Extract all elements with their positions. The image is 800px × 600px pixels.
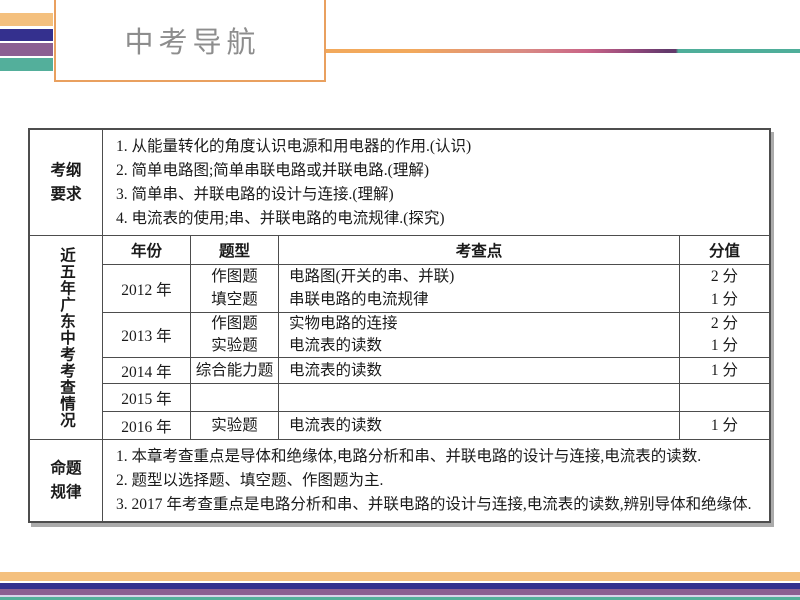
score-cell: 2 分 1 分 [680, 313, 769, 357]
type-line: 实验题 [211, 416, 258, 434]
section-header-line: 命题 [50, 459, 82, 477]
section-header-line: 规律 [50, 483, 82, 501]
year-cell: 2016 年 [103, 412, 191, 439]
requirement-item: 3. 简单串、并联电路的设计与连接.(理解) [116, 185, 394, 203]
score-cell [680, 384, 769, 411]
section-header-line: 要求 [50, 185, 82, 203]
column-header-points: 考查点 [279, 236, 680, 264]
score-line: 1 分 [710, 337, 739, 354]
score-line: 1 分 [710, 361, 739, 379]
top-bar-teal [0, 58, 53, 71]
score-cell: 2 分 1 分 [680, 265, 769, 312]
section-syllabus-requirements: 考纲 要求 1. 从能量转化的角度认识电源和用电器的作用.(认识) 2. 简单电… [30, 130, 769, 236]
top-bar-purple [0, 43, 53, 56]
type-cell: 综合能力题 [191, 358, 279, 383]
rule-item: 1. 本章考查重点是导体和绝缘体,电路分析和串、并联电路的设计与连接,电流表的读… [116, 447, 702, 465]
year-cell: 2013 年 [103, 313, 191, 357]
points-cell: 电流表的读数 [279, 412, 680, 439]
requirement-item: 1. 从能量转化的角度认识电源和用电器的作用.(认识) [116, 137, 472, 155]
type-line: 作图题 [211, 267, 258, 285]
section-header-line: 考纲 [50, 161, 82, 179]
table-row-2012: 2012 年 作图题 填空题 电路图(开关的串、并联) 串联电路的电流规律 2 … [103, 265, 769, 313]
type-line: 填空题 [211, 291, 258, 309]
points-cell [279, 384, 680, 411]
type-line: 综合能力题 [195, 361, 274, 379]
bottom-bar-indigo [0, 583, 800, 589]
section-exam-history: 近五年广东中考考查情况 年份 题型 考查点 分值 2012 年 作图题 填空题 … [30, 236, 769, 440]
section-body: 1. 从能量转化的角度认识电源和用电器的作用.(认识) 2. 简单电路图;简单串… [103, 130, 769, 235]
type-cell: 实验题 [191, 412, 279, 439]
year-cell: 2014 年 [103, 358, 191, 383]
score-line: 1 分 [710, 291, 739, 309]
section-question-rules: 命题 规律 1. 本章考查重点是导体和绝缘体,电路分析和串、并联电路的设计与连接… [30, 440, 769, 521]
vertical-header-text: 近五年广东中考考查情况 [58, 246, 75, 429]
page-title: 中考导航 [124, 26, 261, 59]
requirement-item: 2. 简单电路图;简单串联电路或并联电路.(理解) [116, 161, 430, 179]
points-cell: 实物电路的连接 电流表的读数 [279, 313, 680, 357]
bottom-bar-orange [0, 572, 800, 581]
year-cell: 2012 年 [103, 265, 191, 312]
points-line: 串联电路的电流规律 [289, 291, 429, 309]
top-bar-indigo [0, 29, 53, 41]
requirement-item: 4. 电流表的使用;串、并联电路的电流规律.(探究) [116, 209, 445, 227]
score-cell: 1 分 [680, 412, 769, 439]
exam-overview-table: 考纲 要求 1. 从能量转化的角度认识电源和用电器的作用.(认识) 2. 简单电… [28, 128, 771, 523]
years-table: 年份 题型 考查点 分值 2012 年 作图题 填空题 电路图(开关的串、并联)… [103, 236, 769, 439]
points-line: 电流表的读数 [289, 416, 383, 434]
table-row-2013: 2013 年 作图题 实验题 实物电路的连接 电流表的读数 2 分 1 分 [103, 313, 769, 358]
type-line: 实验题 [211, 337, 258, 354]
table-row-2014: 2014 年 综合能力题 电流表的读数 1 分 [103, 358, 769, 384]
type-cell [191, 384, 279, 411]
points-cell: 电流表的读数 [279, 358, 680, 383]
rule-item: 3. 2017 年考查重点是电路分析和串、并联电路的设计与连接,电流表的读数,辨… [116, 495, 752, 513]
column-header-score: 分值 [708, 243, 740, 260]
column-header-type: 题型 [191, 236, 279, 264]
bottom-bar-teal [0, 597, 800, 600]
column-header-year: 年份 [103, 236, 191, 264]
year-cell: 2015 年 [103, 384, 191, 411]
top-bar-orange [0, 13, 53, 26]
score-line: 1 分 [710, 416, 739, 434]
score-line: 2 分 [710, 315, 739, 332]
points-line: 实物电路的连接 [289, 315, 398, 332]
score-cell: 1 分 [680, 358, 769, 383]
bottom-bar-purple [0, 589, 800, 595]
table-row-2015: 2015 年 [103, 384, 769, 412]
title-box: 中考导航 [54, 0, 326, 82]
section-header: 考纲 要求 [30, 130, 103, 235]
bottom-bar-lavender [0, 595, 800, 597]
rule-item: 2. 题型以选择题、填空题、作图题为主. [116, 471, 384, 489]
points-cell: 电路图(开关的串、并联) 串联电路的电流规律 [279, 265, 680, 312]
points-line: 电路图(开关的串、并联) [289, 267, 455, 285]
type-cell: 作图题 实验题 [191, 313, 279, 357]
type-cell: 作图题 填空题 [191, 265, 279, 312]
section-header-vertical: 近五年广东中考考查情况 [30, 236, 103, 439]
table-row-2016: 2016 年 实验题 电流表的读数 1 分 [103, 412, 769, 439]
points-line: 电流表的读数 [289, 337, 383, 354]
score-line: 2 分 [710, 267, 739, 285]
title-underline-gradient [326, 49, 800, 53]
points-line: 电流表的读数 [289, 361, 383, 379]
section-header: 命题 规律 [30, 440, 103, 521]
years-table-header-row: 年份 题型 考查点 分值 [103, 236, 769, 265]
section-body: 1. 本章考查重点是导体和绝缘体,电路分析和串、并联电路的设计与连接,电流表的读… [103, 440, 769, 521]
type-line: 作图题 [211, 315, 258, 332]
